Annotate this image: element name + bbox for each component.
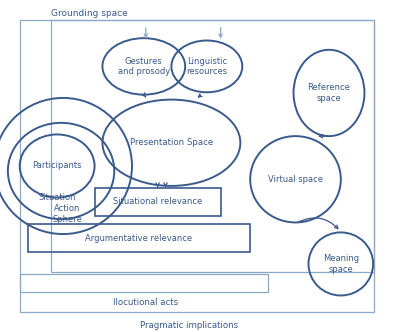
Text: Grounding space: Grounding space	[51, 9, 128, 18]
Text: Gestures
and prosody: Gestures and prosody	[118, 57, 170, 76]
Text: Situation: Situation	[38, 193, 76, 202]
Text: Virtual space: Virtual space	[268, 175, 323, 184]
Text: Participants: Participants	[32, 161, 82, 171]
Text: Argumentative relevance: Argumentative relevance	[85, 234, 192, 243]
Bar	[20, 274, 268, 292]
Text: Presentation Space: Presentation Space	[130, 138, 213, 147]
Bar	[28, 224, 250, 252]
Text: Pragmatic implications: Pragmatic implications	[140, 321, 238, 330]
Bar	[51, 20, 374, 272]
Text: Meaning
space: Meaning space	[323, 254, 359, 274]
Text: Linguistic
resources: Linguistic resources	[186, 57, 227, 76]
Text: Situational relevance: Situational relevance	[113, 197, 202, 206]
Text: Ilocutional acts: Ilocutional acts	[113, 298, 178, 307]
Bar	[95, 188, 221, 216]
Text: Reference
space: Reference space	[308, 83, 350, 103]
Bar	[20, 20, 374, 312]
Text: Action
Sphere: Action Sphere	[52, 205, 82, 224]
